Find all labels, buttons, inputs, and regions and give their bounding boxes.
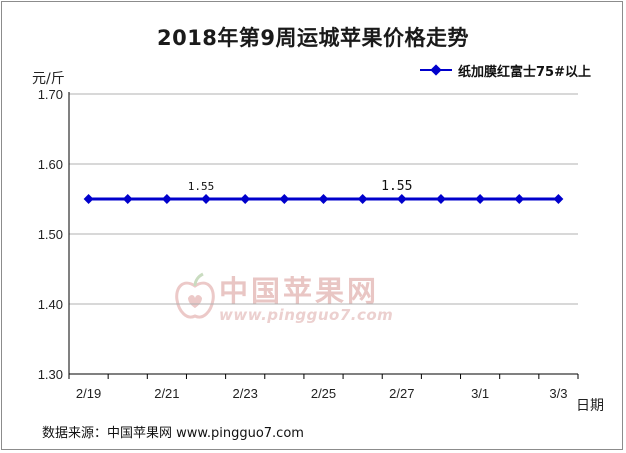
y-axis-unit: 元/斤: [32, 71, 65, 87]
data-source: 数据来源：中国苹果网 www.pingguo7.com: [42, 426, 304, 441]
data-label: 1.55: [188, 180, 215, 193]
data-point: [553, 194, 564, 204]
data-label: 1.55: [381, 179, 412, 194]
x-tick-label: 2/25: [311, 386, 336, 401]
data-point: [279, 194, 290, 204]
y-tick-label: 1.50: [38, 227, 63, 242]
apple-logo-icon: [175, 272, 215, 319]
data-point: [436, 194, 446, 204]
chart-title: 2018年第9周运城苹果价格走势: [156, 26, 470, 50]
watermark-url: www.pingguo7.com: [219, 306, 394, 324]
data-point: [83, 194, 94, 204]
data-point: [201, 194, 211, 204]
x-tick-label: 3/3: [549, 386, 567, 401]
y-tick-label: 1.40: [38, 297, 63, 312]
watermark-name: 中国苹果网: [219, 274, 380, 308]
x-tick-label: 3/1: [471, 386, 489, 401]
x-tick-label: 2/19: [76, 386, 101, 401]
data-point: [475, 194, 486, 204]
legend: 纸加膜红富士75#以上: [418, 60, 591, 80]
y-tick-label: 1.70: [38, 87, 63, 102]
x-tick-label: 2/23: [233, 386, 258, 401]
data-point: [161, 194, 172, 204]
data-point: [357, 194, 368, 204]
x-tick-label: 2/21: [154, 386, 179, 401]
y-tick-label: 1.30: [38, 367, 63, 382]
data-point: [514, 194, 525, 204]
x-axis-unit: 日期: [576, 398, 604, 414]
x-tick-label: 2/27: [389, 386, 414, 401]
data-point: [240, 194, 251, 204]
watermark: 中国苹果网 www.pingguo7.com: [175, 268, 405, 328]
data-point: [122, 194, 133, 204]
legend-line-marker-icon: [420, 64, 452, 76]
legend-label: 纸加膜红富士75#以上: [458, 64, 591, 80]
y-tick-label: 1.60: [38, 157, 63, 172]
data-point: [396, 194, 407, 204]
data-point: [318, 194, 329, 204]
